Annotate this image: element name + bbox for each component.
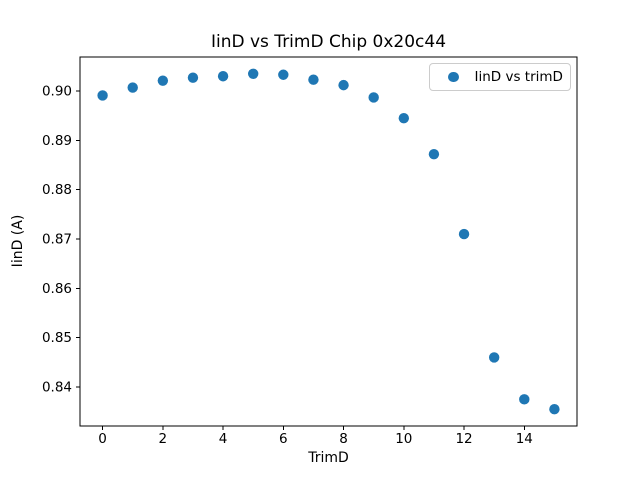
y-tick-label: 0.89 bbox=[42, 133, 72, 149]
x-tick-label: 0 bbox=[98, 431, 107, 447]
scatter-point bbox=[97, 90, 108, 101]
scatter-point bbox=[157, 75, 169, 86]
scatter-point bbox=[368, 92, 379, 103]
scatter-point bbox=[458, 228, 470, 240]
y-tick-label: 0.88 bbox=[42, 182, 72, 198]
axes-frame bbox=[79, 56, 578, 427]
x-tick-label: 4 bbox=[219, 431, 228, 447]
y-tick-label: 0.87 bbox=[42, 232, 72, 248]
x-tick-label: 12 bbox=[455, 431, 472, 447]
legend-circle-marker-icon bbox=[448, 71, 459, 83]
x-tick-label: 6 bbox=[279, 431, 288, 447]
scatter-point bbox=[398, 112, 410, 124]
legend-label: IinD vs trimD bbox=[474, 69, 563, 85]
scatter-point bbox=[428, 148, 440, 160]
scatter-point bbox=[278, 69, 289, 80]
legend: IinD vs trimD bbox=[429, 63, 571, 91]
y-tick-label: 0.86 bbox=[42, 281, 72, 297]
y-tick-label: 0.85 bbox=[42, 330, 72, 346]
scatter-point bbox=[549, 404, 560, 415]
scatter-point bbox=[127, 82, 138, 93]
x-tick-label: 14 bbox=[516, 431, 533, 447]
x-tick-label: 8 bbox=[339, 431, 348, 447]
x-tick-label: 2 bbox=[159, 431, 168, 447]
x-tick-label: 10 bbox=[395, 431, 412, 447]
plot-title: IinD vs TrimD Chip 0x20c44 bbox=[210, 32, 447, 52]
scatter-point bbox=[338, 79, 349, 91]
scatter-point bbox=[488, 352, 500, 363]
scatter-point bbox=[519, 394, 530, 405]
scatter-point bbox=[217, 71, 229, 82]
y-tick-label: 0.90 bbox=[42, 84, 72, 100]
scatter-point bbox=[247, 68, 259, 79]
scatter-point bbox=[308, 74, 319, 85]
y-tick-label: 0.84 bbox=[42, 380, 72, 396]
x-axis-label: TrimD bbox=[308, 450, 349, 466]
scatter-point bbox=[187, 72, 199, 83]
